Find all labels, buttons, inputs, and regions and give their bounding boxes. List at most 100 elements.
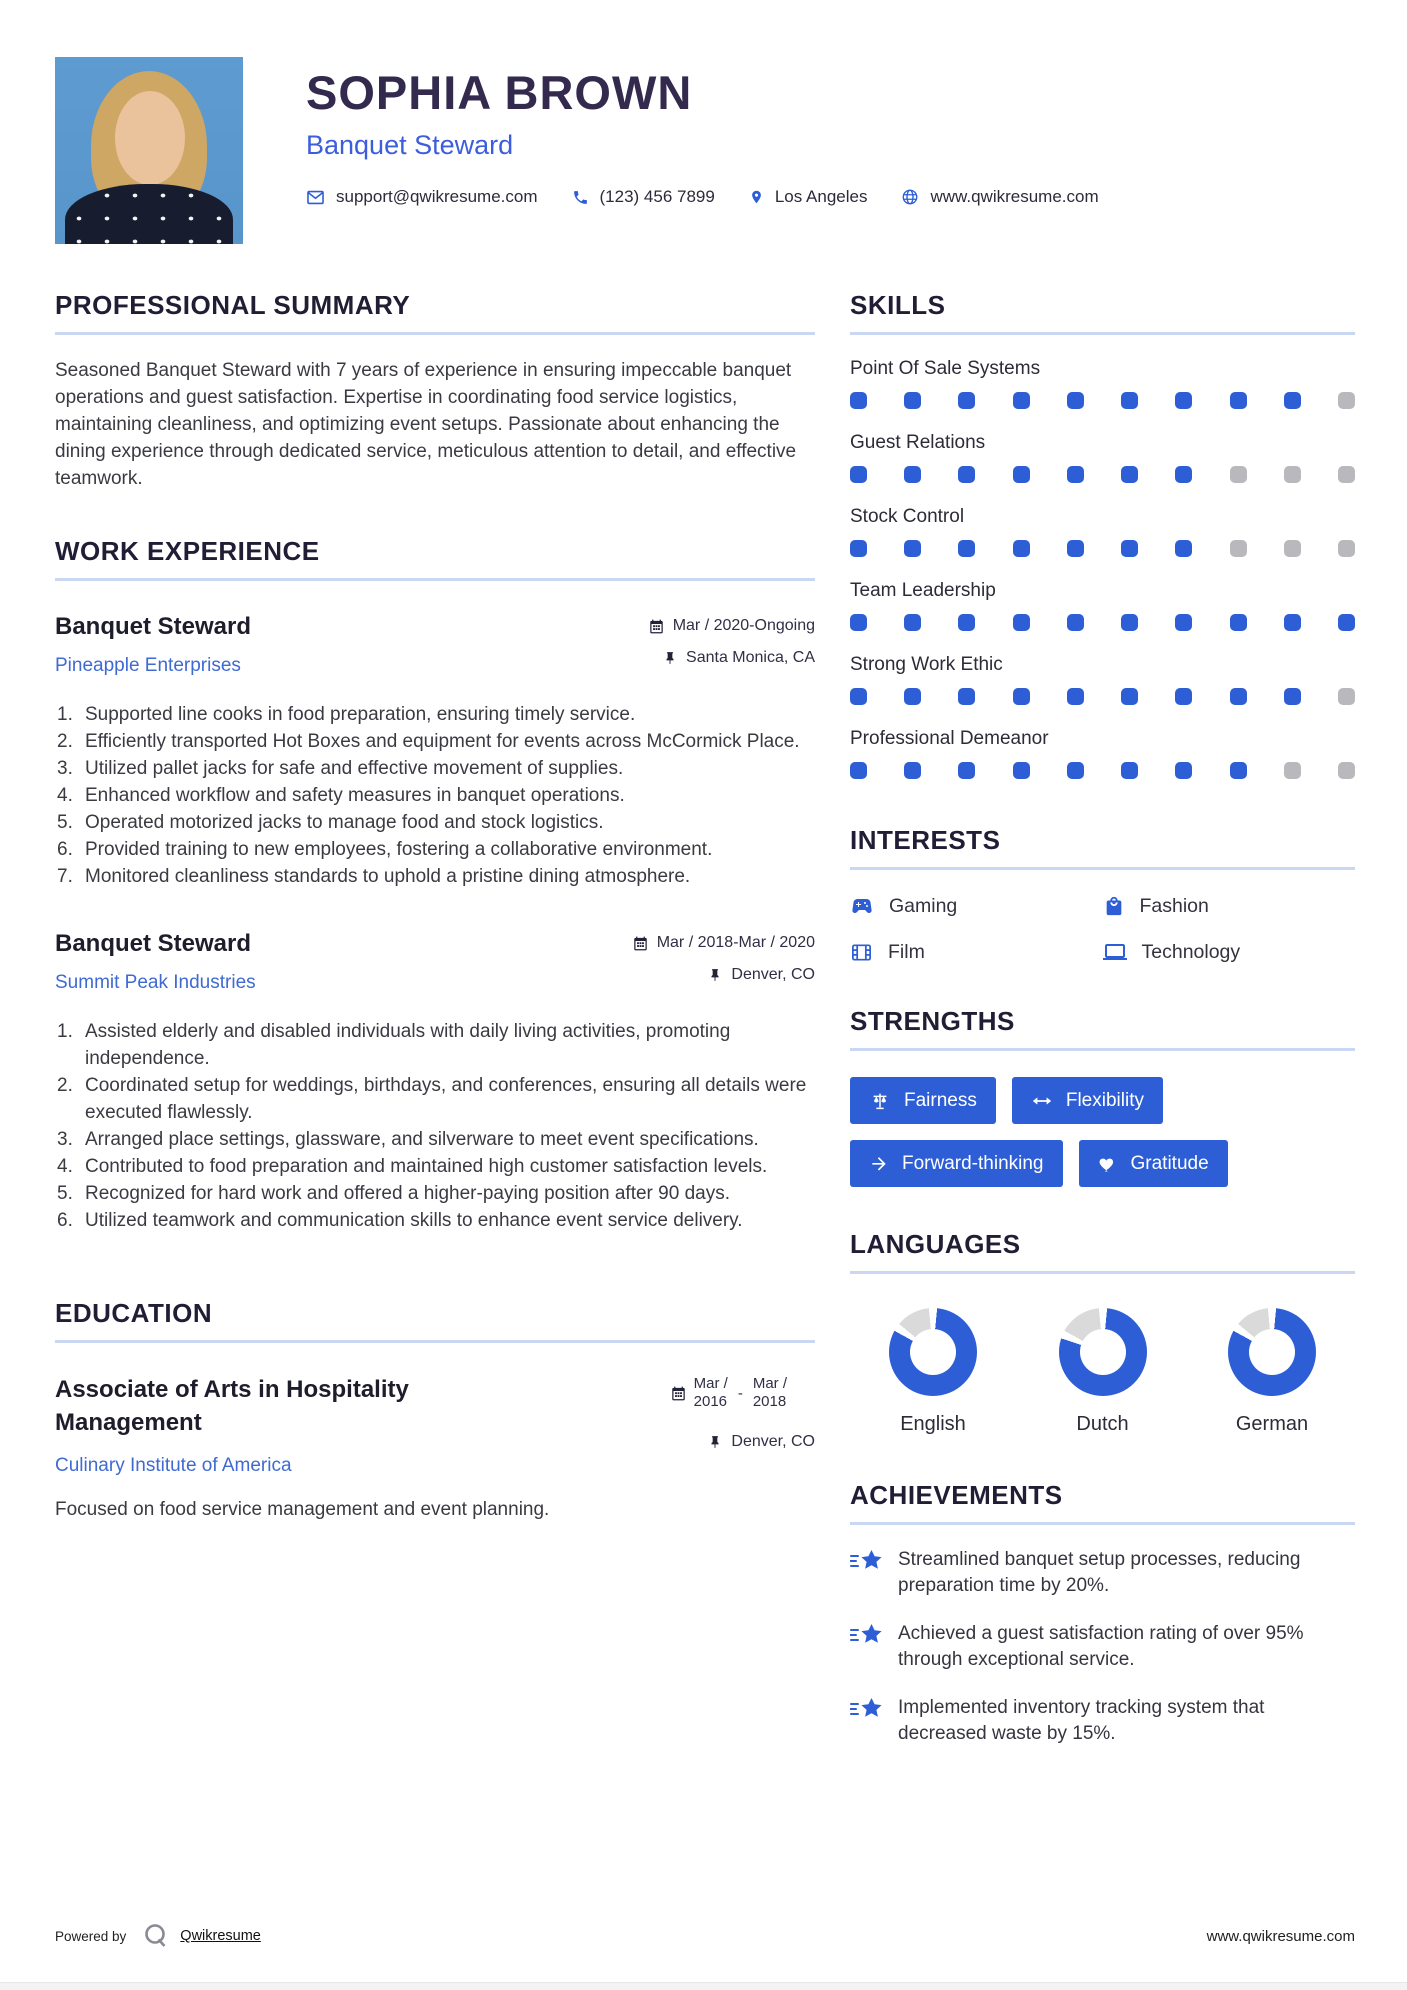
skill-name: Guest Relations — [850, 432, 986, 453]
skill-dot — [1283, 540, 1301, 557]
job-entry: Banquet Steward Pineapple Enterprises Ma… — [55, 613, 815, 890]
skill-rating — [850, 688, 1355, 705]
work-experience-heading: WORK EXPERIENCE — [55, 536, 815, 581]
skill-dot — [904, 392, 922, 409]
skill-item: Strong Work Ethic — [850, 654, 1355, 705]
skill-dot — [850, 614, 867, 631]
section-languages: LANGUAGES English Dutch German — [850, 1229, 1355, 1436]
strength-label: Gratitude — [1130, 1152, 1209, 1174]
skill-dot — [850, 392, 867, 409]
job-bullet: Efficiently transported Hot Boxes and eq… — [57, 728, 800, 755]
education-school-link[interactable]: Culinary Institute of America — [55, 1455, 292, 1476]
skill-dot — [1012, 614, 1030, 631]
skill-dot — [1121, 688, 1139, 705]
skill-dot — [1283, 688, 1301, 705]
language-name: Dutch — [1076, 1413, 1129, 1435]
powered-by-text: Powered by — [55, 1928, 127, 1944]
achievement-item: Streamlined banquet setup processes, red… — [850, 1547, 1355, 1599]
skill-name: Stock Control — [850, 506, 965, 527]
interest-item: Gaming — [850, 894, 1103, 918]
contact-email[interactable]: support@qwikresume.com — [306, 187, 538, 207]
pushpin-icon — [708, 1435, 722, 1449]
language-donut-chart — [889, 1308, 977, 1396]
interest-label: Film — [888, 940, 925, 963]
summary-heading: PROFESSIONAL SUMMARY — [55, 290, 815, 335]
job-dates: Mar / 2018-Mar / 2020 — [633, 934, 815, 952]
skill-name: Point Of Sale Systems — [850, 358, 1041, 379]
person-name: SOPHIA BROWN — [306, 66, 693, 119]
section-education: EDUCATION Associate of Arts in Hospitali… — [55, 1298, 815, 1521]
skill-dot — [1229, 614, 1247, 631]
contact-location-text: Los Angeles — [774, 187, 868, 206]
skill-dot — [904, 466, 922, 483]
skill-dot — [1121, 466, 1139, 483]
achievement-item: Achieved a guest satisfaction rating of … — [850, 1621, 1355, 1673]
strength-label: Flexibility — [1065, 1089, 1144, 1111]
job-header: Banquet Steward Pineapple Enterprises Ma… — [55, 613, 815, 681]
skill-dot — [850, 688, 867, 705]
job-bullet: Arranged place settings, glassware, and … — [57, 1126, 759, 1153]
interests-heading: INTERESTS — [850, 825, 1355, 870]
education-meta: Mar / 2016 - Mar / 2018 — [671, 1373, 815, 1477]
left-right-arrow-icon — [1031, 1090, 1053, 1112]
education-degree: Associate of Arts in Hospitality Managem… — [55, 1376, 409, 1436]
job-company-link[interactable]: Summit Peak Industries — [55, 972, 256, 993]
contact-website[interactable]: www.qwikresume.com — [901, 187, 1099, 207]
skill-dot — [1121, 392, 1139, 409]
language-item: German — [1207, 1308, 1337, 1436]
skill-name: Strong Work Ethic — [850, 654, 1003, 675]
skill-dot — [1283, 466, 1301, 483]
footer-url[interactable]: www.qwikresume.com — [1206, 1927, 1355, 1945]
skill-dot — [850, 540, 867, 557]
skill-dot — [850, 762, 867, 779]
job-title: Banquet Steward — [55, 613, 252, 640]
right-arrow-icon — [869, 1154, 889, 1174]
skill-dot — [1283, 762, 1301, 779]
contact-phone: (123) 456 7899 — [572, 187, 715, 207]
contact-row: support@qwikresume.com (123) 456 7899 Lo… — [306, 187, 1355, 207]
job-company-link[interactable]: Pineapple Enterprises — [55, 655, 241, 676]
skill-dot — [1012, 466, 1030, 483]
job-bullet: Utilized teamwork and communication skil… — [57, 1207, 743, 1234]
skill-dot — [1012, 540, 1030, 557]
achievement-text: Implemented inventory tracking system th… — [898, 1697, 1265, 1744]
job-bullet: Enhanced workflow and safety measures in… — [57, 782, 625, 809]
job-bullet: Coordinated setup for weddings, birthday… — [57, 1072, 807, 1123]
skill-dot — [1175, 762, 1193, 779]
job-entry: Banquet Steward Summit Peak Industries M… — [55, 930, 815, 1234]
skills-heading: SKILLS — [850, 290, 1355, 335]
map-pin-icon — [749, 188, 764, 206]
photo-shirt — [65, 184, 233, 244]
shooting-star-icon — [850, 1622, 884, 1673]
interests-grid: Gaming Fashion Film — [850, 894, 1355, 964]
skill-dot — [1066, 540, 1084, 557]
achievements-heading: ACHIEVEMENTS — [850, 1480, 1355, 1525]
education-entry: Associate of Arts in Hospitality Managem… — [55, 1373, 815, 1477]
page-bottom-strip — [0, 1982, 1407, 1990]
skill-dot — [1283, 392, 1301, 409]
job-bullet: Utilized pallet jacks for safe and effec… — [57, 755, 624, 782]
skill-rating — [850, 540, 1355, 557]
phone-icon — [572, 189, 589, 206]
skill-dot — [1012, 762, 1030, 779]
left-column: PROFESSIONAL SUMMARY Seasoned Banquet St… — [55, 290, 815, 1747]
job-bullet: Supported line cooks in food preparation… — [57, 701, 636, 728]
skill-name: Professional Demeanor — [850, 728, 1049, 749]
scales-icon — [869, 1090, 891, 1112]
qwikresume-link[interactable]: Qwikresume — [180, 1928, 261, 1944]
skill-dot — [1175, 392, 1193, 409]
job-bullet: Assisted elderly and disabled individual… — [57, 1018, 731, 1069]
achievement-text: Streamlined banquet setup processes, red… — [898, 1549, 1301, 1596]
job-location: Santa Monica, CA — [649, 649, 815, 667]
contact-website-text: www.qwikresume.com — [930, 187, 1099, 206]
mail-icon — [306, 188, 325, 207]
achievement-item: Implemented inventory tracking system th… — [850, 1695, 1355, 1747]
skill-dot — [1121, 614, 1139, 631]
language-item: Dutch — [1038, 1308, 1168, 1436]
education-description: Focused on food service management and e… — [55, 1499, 550, 1520]
skill-dot — [1012, 392, 1030, 409]
skill-dot — [1175, 540, 1193, 557]
skill-dot — [904, 614, 922, 631]
achievement-text: Achieved a guest satisfaction rating of … — [898, 1623, 1304, 1670]
